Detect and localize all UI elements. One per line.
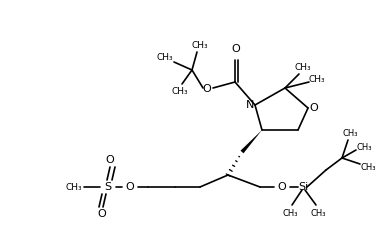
Text: CH₃: CH₃ xyxy=(157,54,173,62)
Text: CH₃: CH₃ xyxy=(309,75,325,85)
Text: CH₃: CH₃ xyxy=(356,143,372,152)
Text: CH₃: CH₃ xyxy=(295,63,311,72)
Text: O: O xyxy=(203,84,211,94)
Text: CH₃: CH₃ xyxy=(282,209,298,217)
Text: O: O xyxy=(310,103,319,113)
Text: O: O xyxy=(98,209,106,219)
Text: CH₃: CH₃ xyxy=(360,163,376,173)
Text: O: O xyxy=(126,182,134,192)
Text: O: O xyxy=(278,182,286,192)
Text: CH₃: CH₃ xyxy=(171,88,188,96)
Text: O: O xyxy=(106,155,114,165)
Text: CH₃: CH₃ xyxy=(310,209,326,217)
Text: S: S xyxy=(104,182,112,192)
Text: O: O xyxy=(232,44,241,54)
Text: Si: Si xyxy=(298,182,308,192)
Text: CH₃: CH₃ xyxy=(192,40,208,50)
Text: N: N xyxy=(246,100,254,110)
Polygon shape xyxy=(241,130,262,153)
Text: CH₃: CH₃ xyxy=(66,183,82,191)
Text: CH₃: CH₃ xyxy=(342,128,358,137)
